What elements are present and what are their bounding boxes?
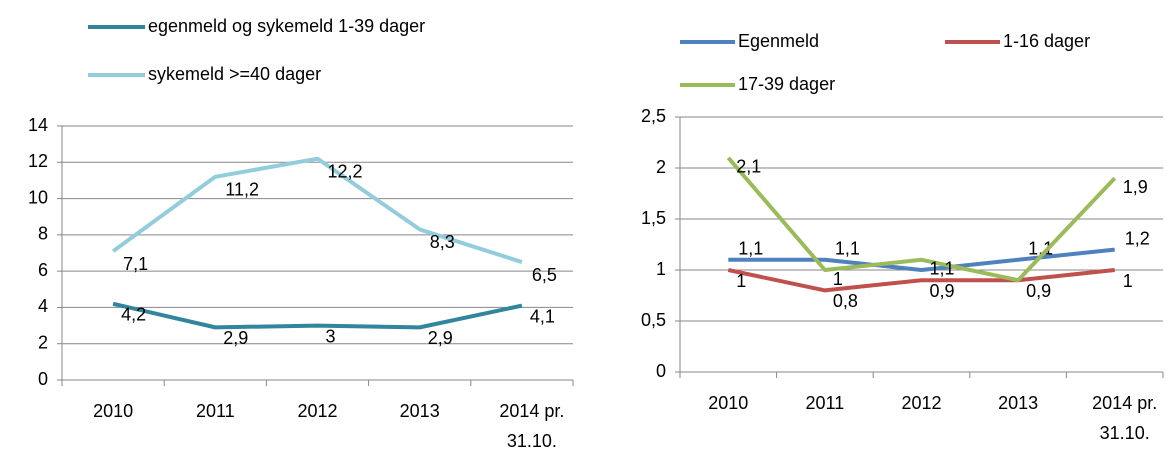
data-label: 4,1 (530, 306, 555, 326)
data-label: 3 (326, 326, 336, 346)
y-tick-label: 8 (38, 224, 48, 244)
data-label: 6,5 (532, 265, 557, 285)
y-tick-label: 2 (656, 157, 666, 177)
y-tick-label: 0 (38, 369, 48, 389)
x-tick-label: 2014 pr. 31.10. (499, 401, 565, 451)
data-label: 1 (736, 271, 746, 291)
data-label: 0,9 (930, 281, 955, 301)
x-tick-label: 2011 (805, 393, 845, 413)
data-label: 0,8 (833, 291, 858, 311)
x-tick-label: 2013 (399, 401, 440, 421)
y-tick-label: 0 (656, 361, 666, 381)
x-tick-label: 2012 (901, 393, 942, 413)
y-tick-label: 1,5 (641, 208, 666, 228)
legend-label: sykemeld >=40 dager (148, 64, 321, 84)
legend-label: 17-39 dager (738, 74, 835, 94)
data-label: 1 (833, 269, 843, 289)
data-label: 1,1 (930, 259, 955, 279)
data-label: 4,2 (121, 305, 146, 325)
legend-label: 1-16 dager (1003, 31, 1090, 51)
data-label: 1,2 (1125, 228, 1150, 248)
data-label: 1,1 (1028, 239, 1053, 259)
data-label: 7,1 (123, 254, 148, 274)
data-label: 12,2 (328, 161, 363, 181)
y-tick-label: 14 (28, 115, 48, 135)
legend-label: Egenmeld (738, 31, 819, 51)
x-tick-label: 2012 (297, 401, 338, 421)
data-label: 1,1 (835, 239, 860, 259)
series-line (112, 301, 523, 330)
y-tick-label: 6 (38, 260, 48, 280)
y-tick-label: 10 (28, 187, 48, 207)
y-tick-label: 2 (38, 332, 48, 352)
x-tick-label: 2010 (708, 393, 749, 413)
legend-label: egenmeld og sykemeld 1-39 dager (148, 16, 425, 36)
series-line (111, 156, 523, 264)
x-tick-label: 2011 (195, 401, 235, 421)
y-tick-label: 12 (28, 151, 48, 171)
y-tick-label: 1 (656, 259, 666, 279)
x-tick-label: 2013 (998, 393, 1039, 413)
y-tick-label: 4 (38, 296, 48, 316)
data-label: 0,9 (1026, 281, 1051, 301)
data-label: 1 (1123, 271, 1133, 291)
series-line (726, 156, 1117, 283)
data-label: 1,1 (738, 239, 763, 259)
data-label: 8,3 (430, 232, 455, 252)
data-label: 11,2 (225, 180, 259, 200)
data-label: 2,9 (223, 328, 248, 348)
series-line (727, 268, 1115, 293)
data-label: 1,9 (1123, 177, 1148, 197)
data-label: 2,1 (736, 157, 761, 177)
series-line (728, 247, 1115, 272)
x-tick-label: 2014 pr. 31.10. (1092, 393, 1158, 443)
y-tick-label: 2,5 (641, 106, 666, 126)
data-label: 2,9 (428, 328, 453, 348)
y-tick-label: 0,5 (641, 310, 666, 330)
x-tick-label: 2010 (93, 401, 134, 421)
